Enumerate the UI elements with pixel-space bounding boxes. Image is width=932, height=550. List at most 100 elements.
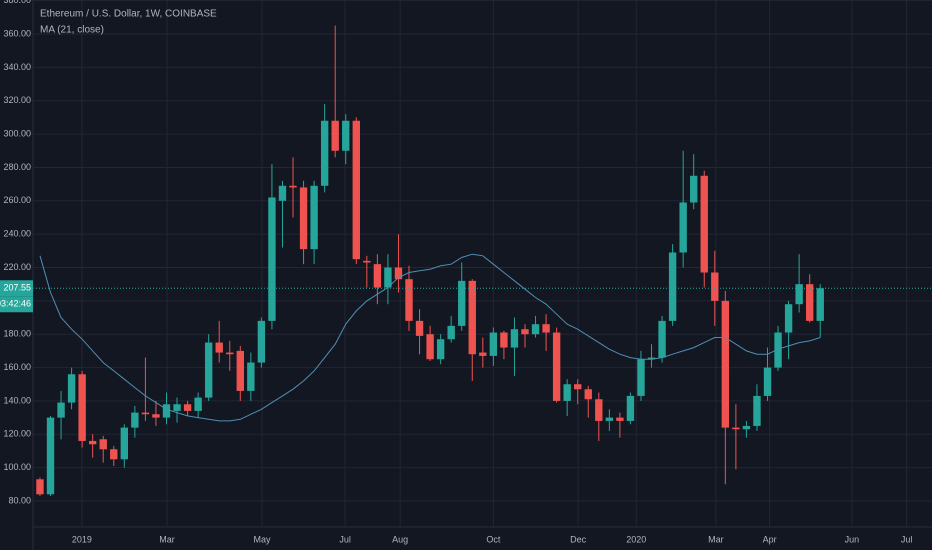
candle-body xyxy=(247,362,255,391)
x-tick-label: Apr xyxy=(763,534,777,544)
candle-body xyxy=(405,279,413,321)
candle-body xyxy=(784,304,793,333)
candle-body xyxy=(162,404,171,418)
x-tick-label: Mar xyxy=(708,534,724,544)
candle-body xyxy=(742,425,751,430)
y-tick-label: 220.00 xyxy=(3,262,31,272)
candle-body xyxy=(595,399,603,421)
candle-body xyxy=(690,175,698,203)
candle-body xyxy=(363,260,371,263)
candle-body xyxy=(521,329,529,335)
candle-body xyxy=(542,324,550,333)
countdown-label: 03:42:46 xyxy=(0,299,31,309)
indicator-label: MA (21, close) xyxy=(40,25,104,36)
candle-body xyxy=(236,350,244,391)
candle-body xyxy=(204,342,213,398)
candle-body xyxy=(584,389,592,400)
x-tick-label: Jul xyxy=(901,534,913,544)
candle-body xyxy=(289,185,297,188)
x-tick-label: Jun xyxy=(845,534,860,544)
candle-body xyxy=(447,325,455,340)
candle-body xyxy=(57,402,65,418)
candle-body xyxy=(36,479,44,495)
candle-body xyxy=(647,357,656,360)
candle-body xyxy=(700,175,708,273)
candle-body xyxy=(173,404,181,411)
candle-body xyxy=(732,427,740,430)
y-tick-label: 260.00 xyxy=(3,195,31,205)
y-tick-label: 340.00 xyxy=(3,62,31,72)
candle-body xyxy=(141,412,150,415)
candle-body xyxy=(658,320,666,358)
y-tick-label: 380.00 xyxy=(3,0,31,5)
candle-body xyxy=(331,120,339,151)
x-tick-label: Oct xyxy=(486,534,501,544)
candle-body xyxy=(721,300,730,428)
axes: 80.00100.00120.00140.00160.00180.00200.0… xyxy=(0,0,912,544)
y-tick-label: 120.00 xyxy=(3,429,31,439)
candle-body xyxy=(46,417,55,495)
y-tick-label: 80.00 xyxy=(8,495,31,505)
last-price-label: 207.55 xyxy=(3,283,31,293)
x-tick-label: May xyxy=(254,534,272,544)
candle-body xyxy=(320,120,329,186)
candle-body xyxy=(468,280,476,355)
y-tick-label: 240.00 xyxy=(3,229,31,239)
candle-body xyxy=(637,359,645,396)
candle-body xyxy=(99,439,107,450)
candle-body xyxy=(194,397,202,411)
candle-body xyxy=(479,352,487,356)
candle-body xyxy=(278,185,287,201)
chart-title: Ethereum / U.S. Dollar, 1W, COINBASE xyxy=(40,9,217,20)
candle-body xyxy=(373,264,382,288)
candle-body xyxy=(552,332,561,401)
candle-body xyxy=(257,320,266,363)
candle-body xyxy=(352,120,360,260)
candle-body xyxy=(436,339,445,360)
candle-body xyxy=(299,187,308,250)
countdown-box xyxy=(0,296,33,313)
candle-body xyxy=(605,417,614,421)
candle-body xyxy=(152,414,160,418)
candle-body xyxy=(384,267,392,288)
y-tick-label: 100.00 xyxy=(3,462,31,472)
marks xyxy=(33,25,932,496)
candle-body xyxy=(489,332,498,356)
candle-body xyxy=(510,329,519,348)
candle-body xyxy=(626,395,635,421)
x-tick-label: Dec xyxy=(570,534,587,544)
candle-body xyxy=(753,395,761,426)
candle-body xyxy=(268,197,276,321)
candle-body xyxy=(616,417,624,421)
candle-body xyxy=(795,284,803,305)
candle-body xyxy=(816,288,824,321)
y-tick-label: 320.00 xyxy=(3,95,31,105)
candle-body xyxy=(531,324,540,335)
candle-body xyxy=(668,252,677,321)
candle-body xyxy=(563,384,571,401)
x-tick-label: Jul xyxy=(339,534,351,544)
x-tick-label: Mar xyxy=(159,534,175,544)
candle-body xyxy=(226,352,234,355)
candle-body xyxy=(458,280,466,326)
candle-body xyxy=(215,342,223,353)
candle-body xyxy=(88,440,97,445)
candle-body xyxy=(426,334,434,360)
candle-body xyxy=(394,267,403,280)
x-tick-label: 2019 xyxy=(72,534,92,544)
ma-line xyxy=(39,253,821,422)
candle-body xyxy=(78,374,86,441)
y-tick-label: 160.00 xyxy=(3,362,31,372)
y-tick-label: 300.00 xyxy=(3,128,31,138)
grid xyxy=(33,0,932,527)
last-price-box xyxy=(0,280,33,297)
candle-body xyxy=(763,367,772,396)
candle-body xyxy=(500,332,508,348)
candle-body xyxy=(711,272,719,301)
candle-body xyxy=(183,404,192,411)
candle-body xyxy=(574,384,582,390)
candle-body xyxy=(805,284,814,321)
candle-body xyxy=(110,449,118,460)
